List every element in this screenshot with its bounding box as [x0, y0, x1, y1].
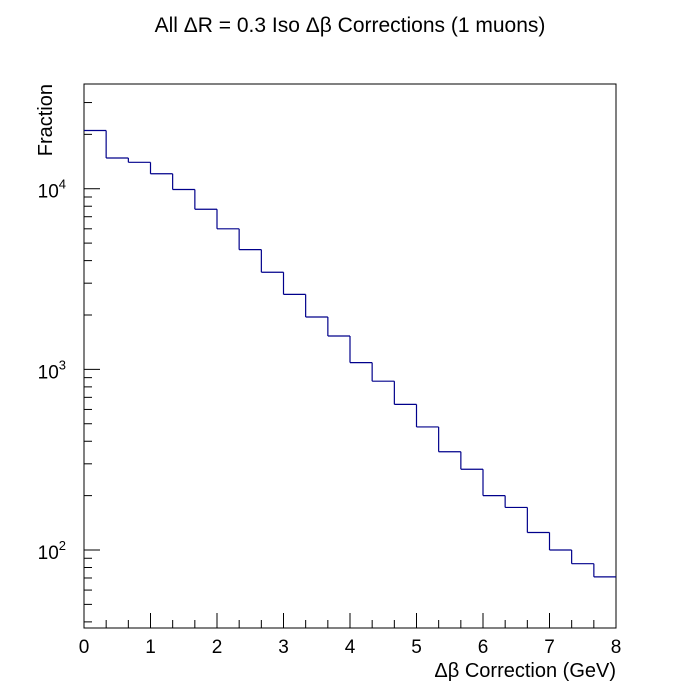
x-axis-tick-labels: 0 1 2 3 4 5 6 7 8: [79, 637, 622, 658]
y-tick-label: 104: [38, 177, 66, 203]
x-tick-label: 3: [278, 637, 289, 658]
x-tick-label: 4: [345, 637, 356, 658]
x-tick-label: 8: [611, 637, 622, 658]
x-tick-label: 1: [145, 637, 156, 658]
x-tick-label: 6: [478, 637, 489, 658]
y-axis-ticks: [84, 102, 100, 623]
histogram-steps: [84, 129, 616, 578]
x-tick-label: 7: [544, 637, 555, 658]
chart-title: All ΔR = 0.3 Iso Δβ Corrections (1 muons…: [155, 14, 546, 37]
y-tick-label: 103: [38, 357, 66, 383]
x-tick-label: 0: [79, 637, 90, 658]
y-axis-label: Fraction: [35, 84, 57, 156]
x-tick-label: 5: [411, 637, 422, 658]
x-tick-label: 2: [212, 637, 223, 658]
y-axis-tick-labels: 102 103 104: [38, 177, 66, 564]
y-tick-label: 102: [38, 538, 66, 564]
x-axis-label: Δβ Correction (GeV): [434, 660, 616, 682]
x-axis-ticks: [83, 613, 617, 628]
